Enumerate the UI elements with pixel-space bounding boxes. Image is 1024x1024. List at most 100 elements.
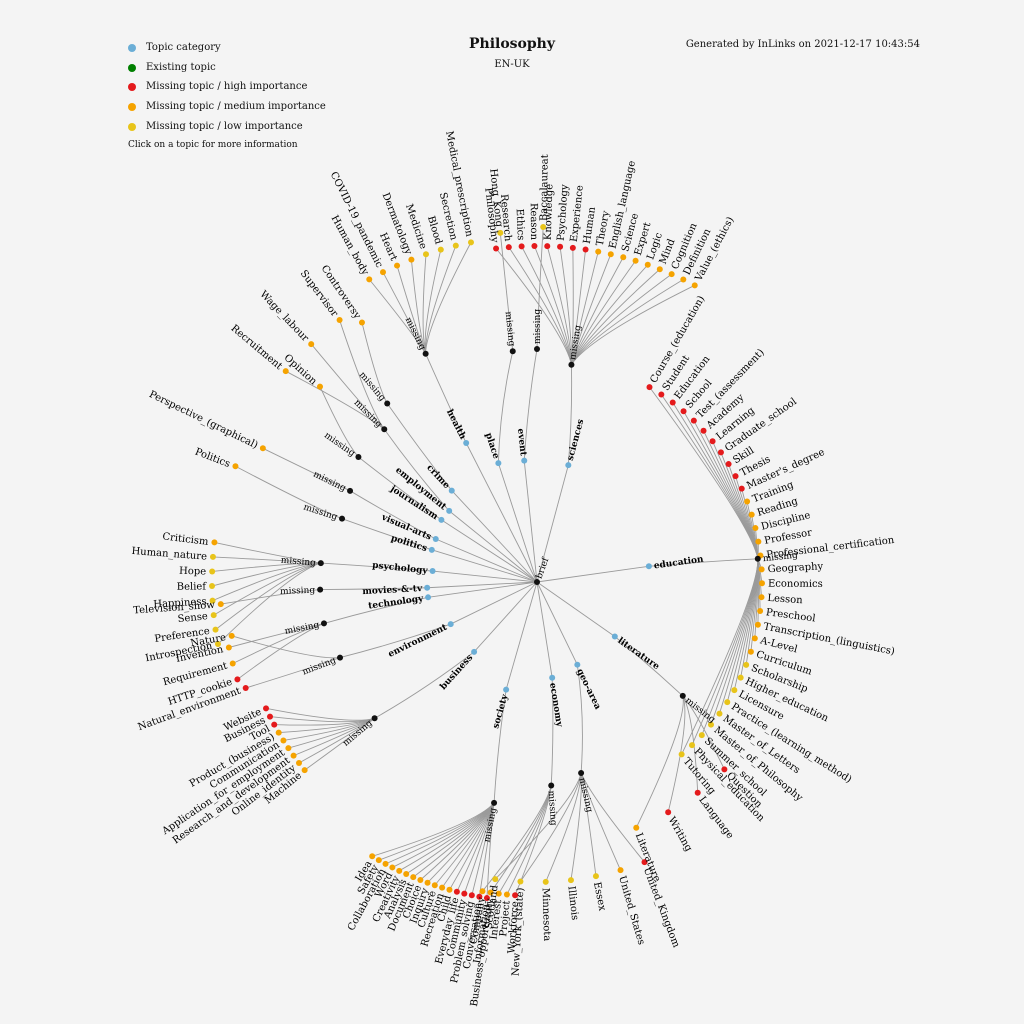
missing-hub-node[interactable]: [491, 799, 498, 806]
category-node[interactable]: [428, 546, 435, 553]
topic-node[interactable]: [282, 368, 289, 375]
topic-node[interactable]: [632, 257, 639, 264]
topic-node[interactable]: [641, 859, 648, 866]
topic-node[interactable]: [408, 256, 415, 263]
topic-node[interactable]: [317, 383, 324, 390]
topic-node[interactable]: [755, 538, 762, 545]
topic-node[interactable]: [295, 759, 302, 766]
category-node[interactable]: [424, 584, 431, 591]
topic-node[interactable]: [542, 878, 549, 885]
topic-node[interactable]: [668, 271, 675, 278]
topic-node[interactable]: [375, 857, 382, 864]
topic-node[interactable]: [382, 860, 389, 867]
topic-node[interactable]: [446, 886, 453, 893]
category-node[interactable]: [432, 536, 439, 543]
topic-node[interactable]: [743, 661, 750, 668]
topic-node[interactable]: [232, 463, 239, 470]
topic-node[interactable]: [744, 498, 751, 505]
category-node[interactable]: [446, 507, 453, 514]
missing-hub-node[interactable]: [578, 769, 585, 776]
topic-node[interactable]: [209, 583, 216, 590]
missing-hub-node[interactable]: [337, 654, 344, 661]
topic-node[interactable]: [301, 767, 308, 774]
topic-node[interactable]: [452, 242, 459, 249]
topic-node[interactable]: [259, 445, 266, 452]
topic-node[interactable]: [211, 539, 218, 546]
topic-node[interactable]: [290, 752, 297, 759]
topic-node[interactable]: [691, 282, 698, 289]
topic-node[interactable]: [437, 246, 444, 253]
category-node[interactable]: [521, 457, 528, 464]
topic-node[interactable]: [492, 876, 499, 883]
topic-node[interactable]: [680, 276, 687, 283]
topic-node[interactable]: [517, 878, 524, 885]
topic-node[interactable]: [607, 251, 614, 258]
topic-node[interactable]: [518, 243, 525, 250]
topic-node[interactable]: [754, 621, 761, 628]
topic-node[interactable]: [669, 399, 676, 406]
topic-node[interactable]: [595, 248, 602, 255]
category-node[interactable]: [448, 487, 455, 494]
topic-node[interactable]: [721, 766, 728, 773]
topic-node[interactable]: [234, 676, 241, 683]
category-node[interactable]: [611, 633, 618, 640]
topic-node[interactable]: [690, 417, 697, 424]
missing-hub-node[interactable]: [317, 586, 324, 593]
topic-node[interactable]: [467, 239, 474, 246]
topic-node[interactable]: [209, 568, 216, 575]
topic-node[interactable]: [758, 594, 765, 601]
topic-node[interactable]: [225, 644, 232, 651]
topic-node[interactable]: [633, 824, 640, 831]
topic-node[interactable]: [228, 632, 235, 639]
topic-node[interactable]: [271, 721, 278, 728]
missing-hub-node[interactable]: [509, 348, 516, 355]
missing-hub-node[interactable]: [317, 560, 324, 567]
topic-node[interactable]: [497, 229, 504, 236]
missing-hub-node[interactable]: [384, 400, 391, 407]
topic-node[interactable]: [266, 713, 273, 720]
topic-node[interactable]: [209, 553, 216, 560]
topic-node[interactable]: [380, 269, 387, 276]
topic-node[interactable]: [468, 892, 475, 899]
topic-node[interactable]: [439, 884, 446, 891]
topic-node[interactable]: [569, 244, 576, 251]
topic-node[interactable]: [678, 751, 685, 758]
missing-hub-node[interactable]: [548, 782, 555, 789]
missing-hub-node[interactable]: [339, 515, 346, 522]
topic-node[interactable]: [358, 319, 365, 326]
category-node[interactable]: [471, 648, 478, 655]
topic-node[interactable]: [214, 641, 221, 648]
topic-node[interactable]: [280, 737, 287, 744]
topic-node[interactable]: [263, 705, 270, 712]
topic-node[interactable]: [698, 732, 705, 739]
topic-node[interactable]: [582, 246, 589, 253]
topic-node[interactable]: [724, 699, 731, 706]
root-node[interactable]: [534, 579, 540, 585]
topic-node[interactable]: [758, 580, 765, 587]
topic-node[interactable]: [620, 254, 627, 261]
topic-node[interactable]: [531, 243, 538, 250]
topic-node[interactable]: [336, 317, 343, 324]
topic-node[interactable]: [217, 601, 224, 608]
missing-hub-node[interactable]: [381, 426, 388, 433]
topic-node[interactable]: [242, 685, 249, 692]
missing-hub-node[interactable]: [679, 692, 686, 699]
topic-node[interactable]: [493, 245, 500, 252]
topic-node[interactable]: [748, 511, 755, 518]
topic-node[interactable]: [731, 687, 738, 694]
topic-node[interactable]: [700, 427, 707, 434]
topic-node[interactable]: [431, 882, 438, 889]
topic-node[interactable]: [592, 873, 599, 880]
topic-node[interactable]: [644, 261, 651, 268]
topic-node[interactable]: [617, 867, 624, 874]
topic-node[interactable]: [505, 244, 512, 251]
category-node[interactable]: [565, 462, 572, 469]
topic-node[interactable]: [483, 895, 490, 902]
topic-node[interactable]: [308, 341, 315, 348]
category-node[interactable]: [645, 563, 652, 570]
category-node[interactable]: [549, 674, 556, 681]
missing-hub-node[interactable]: [320, 620, 327, 627]
topic-node[interactable]: [737, 674, 744, 681]
topic-node[interactable]: [751, 635, 758, 642]
missing-hub-node[interactable]: [568, 361, 575, 368]
